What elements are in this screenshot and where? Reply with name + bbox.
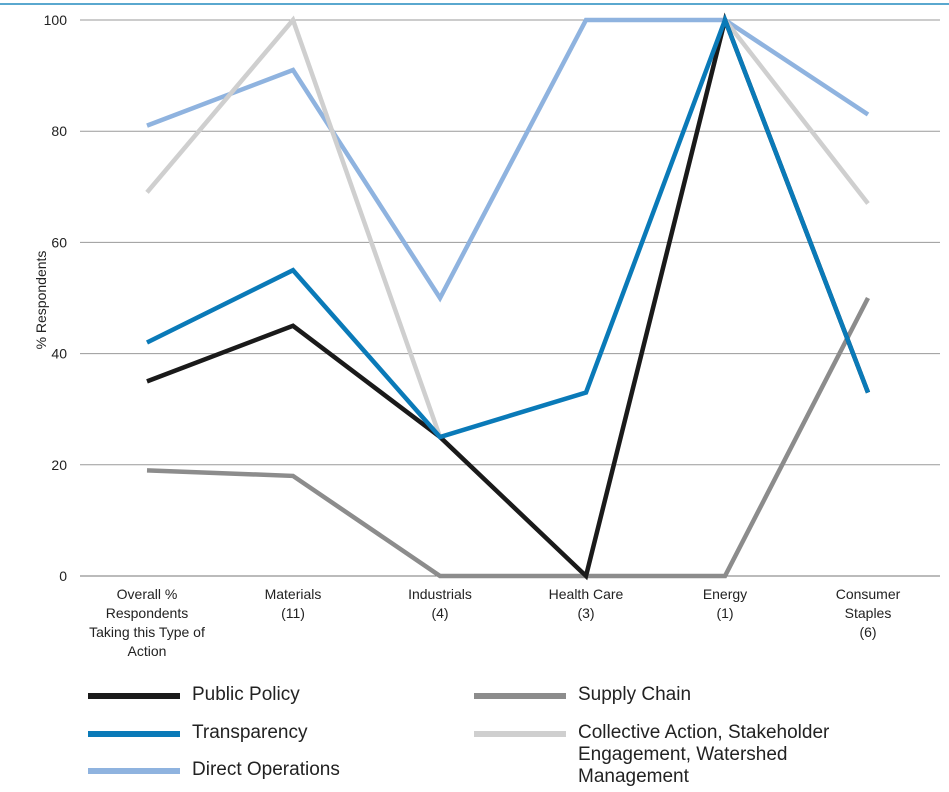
legend-label-supply-chain: Supply Chain xyxy=(578,684,692,705)
series-line-transparency xyxy=(146,13,871,440)
y-tick-label-80: 80 xyxy=(51,123,67,139)
legend-item-direct-operations: Direct Operations xyxy=(88,759,340,781)
legend-swatch-collective-action xyxy=(474,731,566,737)
legend-swatch-supply-chain xyxy=(474,693,566,699)
top-rule xyxy=(0,3,949,5)
legend-label-collective-action: Collective Action, Stakeholder Engagemen… xyxy=(578,722,830,787)
legend-item-transparency: Transparency xyxy=(88,722,307,744)
y-tick-label-40: 40 xyxy=(51,346,67,362)
legend-item-public-policy: Public Policy xyxy=(88,684,300,706)
x-tick-label-3: Health Care (3) xyxy=(549,586,624,621)
legend-label-public-policy: Public Policy xyxy=(192,684,300,705)
x-tick-label-0: Overall % Respondents Taking this Type of A… xyxy=(89,586,205,659)
legend-item-collective-action: Collective Action, Stakeholder Engagemen… xyxy=(474,722,878,788)
legend-swatch-direct-operations xyxy=(88,768,180,774)
y-axis-label: % Respondents xyxy=(33,251,49,350)
x-tick-label-2: Industrials (4) xyxy=(408,586,472,621)
y-tick-label-60: 60 xyxy=(51,234,67,250)
x-tick-labels: Overall % Respondents Taking this Type of A… xyxy=(89,586,900,659)
legend-swatch-transparency xyxy=(88,731,180,737)
legend-label-direct-operations: Direct Operations xyxy=(192,759,340,780)
y-tick-label-0: 0 xyxy=(59,568,67,584)
legend-swatch-public-policy xyxy=(88,693,180,699)
legend-item-supply-chain: Supply Chain xyxy=(474,684,691,706)
x-tick-label-1: Materials (11) xyxy=(265,586,322,621)
x-tick-label-4: Energy (1) xyxy=(703,586,747,621)
legend-label-transparency: Transparency xyxy=(192,722,308,743)
series-lines xyxy=(145,12,871,581)
y-tick-label-20: 20 xyxy=(51,457,67,473)
y-tick-label-100: 100 xyxy=(44,12,68,28)
y-tick-labels: 0 20 40 60 80 100 xyxy=(44,12,68,584)
x-tick-label-5: Consumer Staples (6) xyxy=(836,586,901,640)
series-line-supply-chain xyxy=(146,296,871,579)
series-line-direct-operations xyxy=(146,17,870,303)
